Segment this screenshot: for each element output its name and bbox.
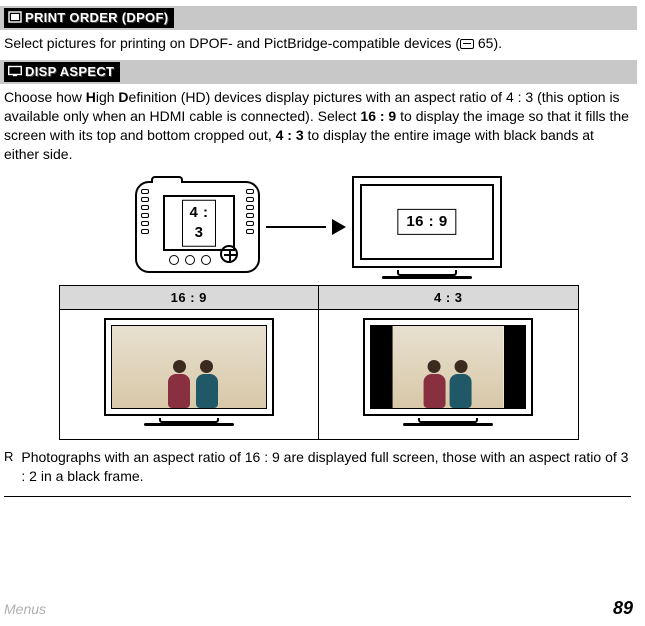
table-header-4-3: 4 : 3 (319, 285, 579, 310)
section-title-disp-aspect: DISP ASPECT (4, 62, 120, 82)
page-footer: Menus 89 (0, 596, 637, 620)
txt: H (86, 89, 96, 105)
section-title-disp-aspect-text: DISP ASPECT (25, 64, 114, 79)
print-order-icon (8, 11, 22, 23)
arrow-icon (332, 219, 346, 235)
disp-aspect-body: Choose how High Definition (HD) devices … (0, 86, 637, 172)
table-header-16-9: 16 : 9 (59, 285, 319, 310)
camera-graphic: 4 : 3 (135, 181, 260, 273)
section-title-print-order: PRINT ORDER (DPOF) (4, 8, 174, 28)
aspect-illustration: 4 : 3 16 : 9 (0, 176, 637, 279)
tv-graphic: 16 : 9 (352, 176, 502, 279)
txt: Choose how (4, 89, 86, 105)
page-ref-icon (460, 39, 474, 49)
txt: 4 : 3 (276, 127, 304, 143)
txt: 16 : 9 (360, 108, 396, 124)
table-cell-16-9 (59, 310, 319, 440)
aspect-comparison-table: 16 : 9 4 : 3 (59, 285, 579, 441)
note-bullet-icon: R (4, 448, 13, 486)
print-order-text: Select pictures for printing on DPOF- an… (4, 35, 460, 51)
section-header-disp-aspect: DISP ASPECT (0, 60, 637, 84)
tv-aspect-label: 16 : 9 (397, 208, 456, 234)
txt: D (118, 89, 128, 105)
disp-aspect-icon (8, 65, 22, 77)
note-row: R Photographs with an aspect ratio of 16… (0, 440, 637, 492)
section-header-print-order: PRINT ORDER (DPOF) (0, 6, 637, 30)
print-order-body: Select pictures for printing on DPOF- an… (0, 32, 637, 61)
txt: igh (96, 89, 119, 105)
divider (4, 496, 631, 497)
camera-aspect-label: 4 : 3 (182, 200, 216, 247)
footer-section-name: Menus (4, 600, 46, 619)
note-text: Photographs with an aspect ratio of 16 :… (21, 448, 631, 486)
table-cell-4-3 (319, 310, 579, 440)
print-order-pageref: 65). (474, 35, 502, 51)
section-title-print-order-text: PRINT ORDER (DPOF) (25, 10, 168, 25)
footer-page-number: 89 (613, 596, 633, 620)
